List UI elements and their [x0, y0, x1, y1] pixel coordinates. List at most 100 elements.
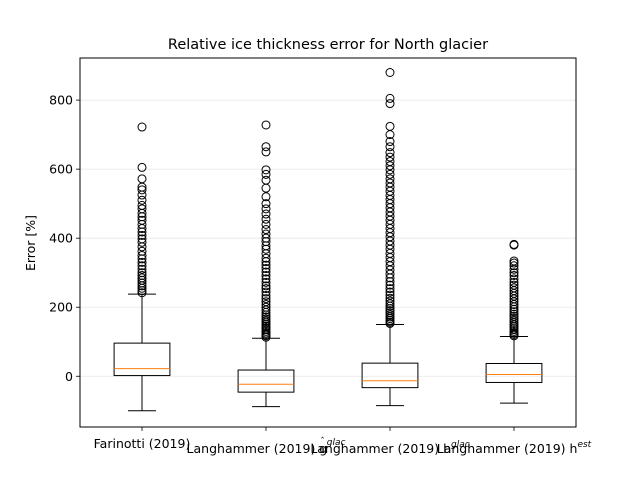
outlier-point: [261, 225, 271, 235]
outlier-point: [261, 281, 271, 291]
outlier-point: [385, 306, 395, 316]
outlier-point: [261, 253, 271, 263]
y-tick-label: 600: [49, 162, 73, 177]
outlier-point: [385, 280, 395, 290]
outlier-point: [261, 287, 271, 297]
outlier-point: [385, 284, 395, 294]
grid-lines: [80, 99, 576, 377]
outlier-point: [385, 310, 395, 320]
plot-frame: [79, 57, 577, 428]
outlier-point: [261, 120, 271, 130]
outlier-point: [261, 316, 271, 326]
iqr-box: [485, 362, 543, 383]
box-group: [237, 120, 295, 408]
outlier-point: [509, 256, 519, 266]
iqr-box: [113, 342, 171, 377]
outlier-point: [385, 67, 395, 77]
outlier-point: [385, 161, 395, 171]
y-axis-label: Error [%]: [23, 215, 38, 271]
outlier-point: [261, 233, 271, 243]
outlier-point: [261, 165, 271, 175]
y-tick-label: 200: [49, 300, 73, 315]
outlier-point: [261, 299, 271, 309]
outlier-point: [261, 229, 271, 239]
label-superscript: glac: [327, 438, 346, 448]
outlier-point: [385, 308, 395, 318]
outlier-point: [509, 311, 519, 321]
outlier-point: [509, 277, 519, 287]
outlier-point: [509, 261, 519, 271]
outlier-point: [261, 219, 271, 229]
outlier-point: [385, 157, 395, 167]
outlier-point: [137, 200, 147, 210]
outlier-point: [137, 270, 147, 280]
outlier-point: [509, 283, 519, 293]
outlier-point: [509, 309, 519, 319]
outlier-point: [385, 152, 395, 162]
box-group: [485, 239, 543, 404]
outlier-point: [385, 178, 395, 188]
outlier-point: [137, 185, 147, 195]
outlier-point: [261, 147, 271, 157]
y-tick-label: 0: [65, 369, 73, 384]
outlier-point: [509, 280, 519, 290]
outlier-point: [261, 277, 271, 287]
outlier-point: [261, 312, 271, 322]
outlier-point: [261, 294, 271, 304]
iqr-box: [237, 369, 295, 393]
outlier-point: [261, 270, 271, 280]
outlier-point: [261, 267, 271, 277]
outlier-point: [137, 237, 147, 247]
iqr-box: [361, 362, 419, 389]
x-tick-label: Langhammer (2019) hest: [437, 440, 592, 456]
box-group: [361, 67, 419, 407]
outlier-point: [137, 268, 147, 278]
x-tick-label: Farinotti (2019): [94, 436, 191, 451]
outlier-point: [385, 296, 395, 306]
x-tick-label: Langhammer (2019) gˆ glac: [187, 436, 346, 456]
outlier-point: [385, 299, 395, 309]
outlier-point: [385, 169, 395, 179]
outlier-point: [509, 258, 519, 268]
outlier-point: [261, 175, 271, 185]
outlier-point: [137, 250, 147, 260]
boxes-layer: [113, 67, 543, 412]
outlier-point: [509, 239, 519, 249]
outlier-point: [137, 162, 147, 172]
outlier-point: [137, 122, 147, 132]
outlier-point: [137, 273, 147, 283]
outlier-point: [261, 302, 271, 312]
outlier-point: [261, 290, 271, 300]
outlier-point: [509, 270, 519, 280]
outlier-point: [509, 307, 519, 317]
outlier-point: [137, 195, 147, 205]
outlier-point: [385, 287, 395, 297]
outlier-point: [385, 290, 395, 300]
outlier-point: [509, 268, 519, 278]
outlier-point: [261, 297, 271, 307]
box-group: [113, 122, 171, 412]
label-superscript: est: [577, 440, 591, 450]
outlier-point: [261, 314, 271, 324]
outlier-point: [137, 264, 147, 274]
outlier-point: [385, 142, 395, 152]
outlier-point: [261, 214, 271, 224]
outlier-point: [261, 204, 271, 214]
outlier-point: [385, 293, 395, 303]
outlier-point: [509, 313, 519, 323]
chart-title: Relative ice thickness error for North g…: [168, 37, 488, 53]
y-tick-label: 400: [49, 231, 73, 246]
outlier-point: [385, 99, 395, 109]
outlier-point: [137, 174, 147, 184]
outlier-point: [137, 246, 147, 256]
x-tick-label: Langhammer (2019) hglac: [310, 440, 469, 456]
outlier-point: [137, 204, 147, 214]
y-tick-label: 800: [49, 93, 73, 108]
outlier-point: [261, 199, 271, 209]
label-superscript: glac: [451, 440, 470, 450]
outlier-point: [509, 315, 519, 325]
outlier-point: [385, 121, 395, 131]
